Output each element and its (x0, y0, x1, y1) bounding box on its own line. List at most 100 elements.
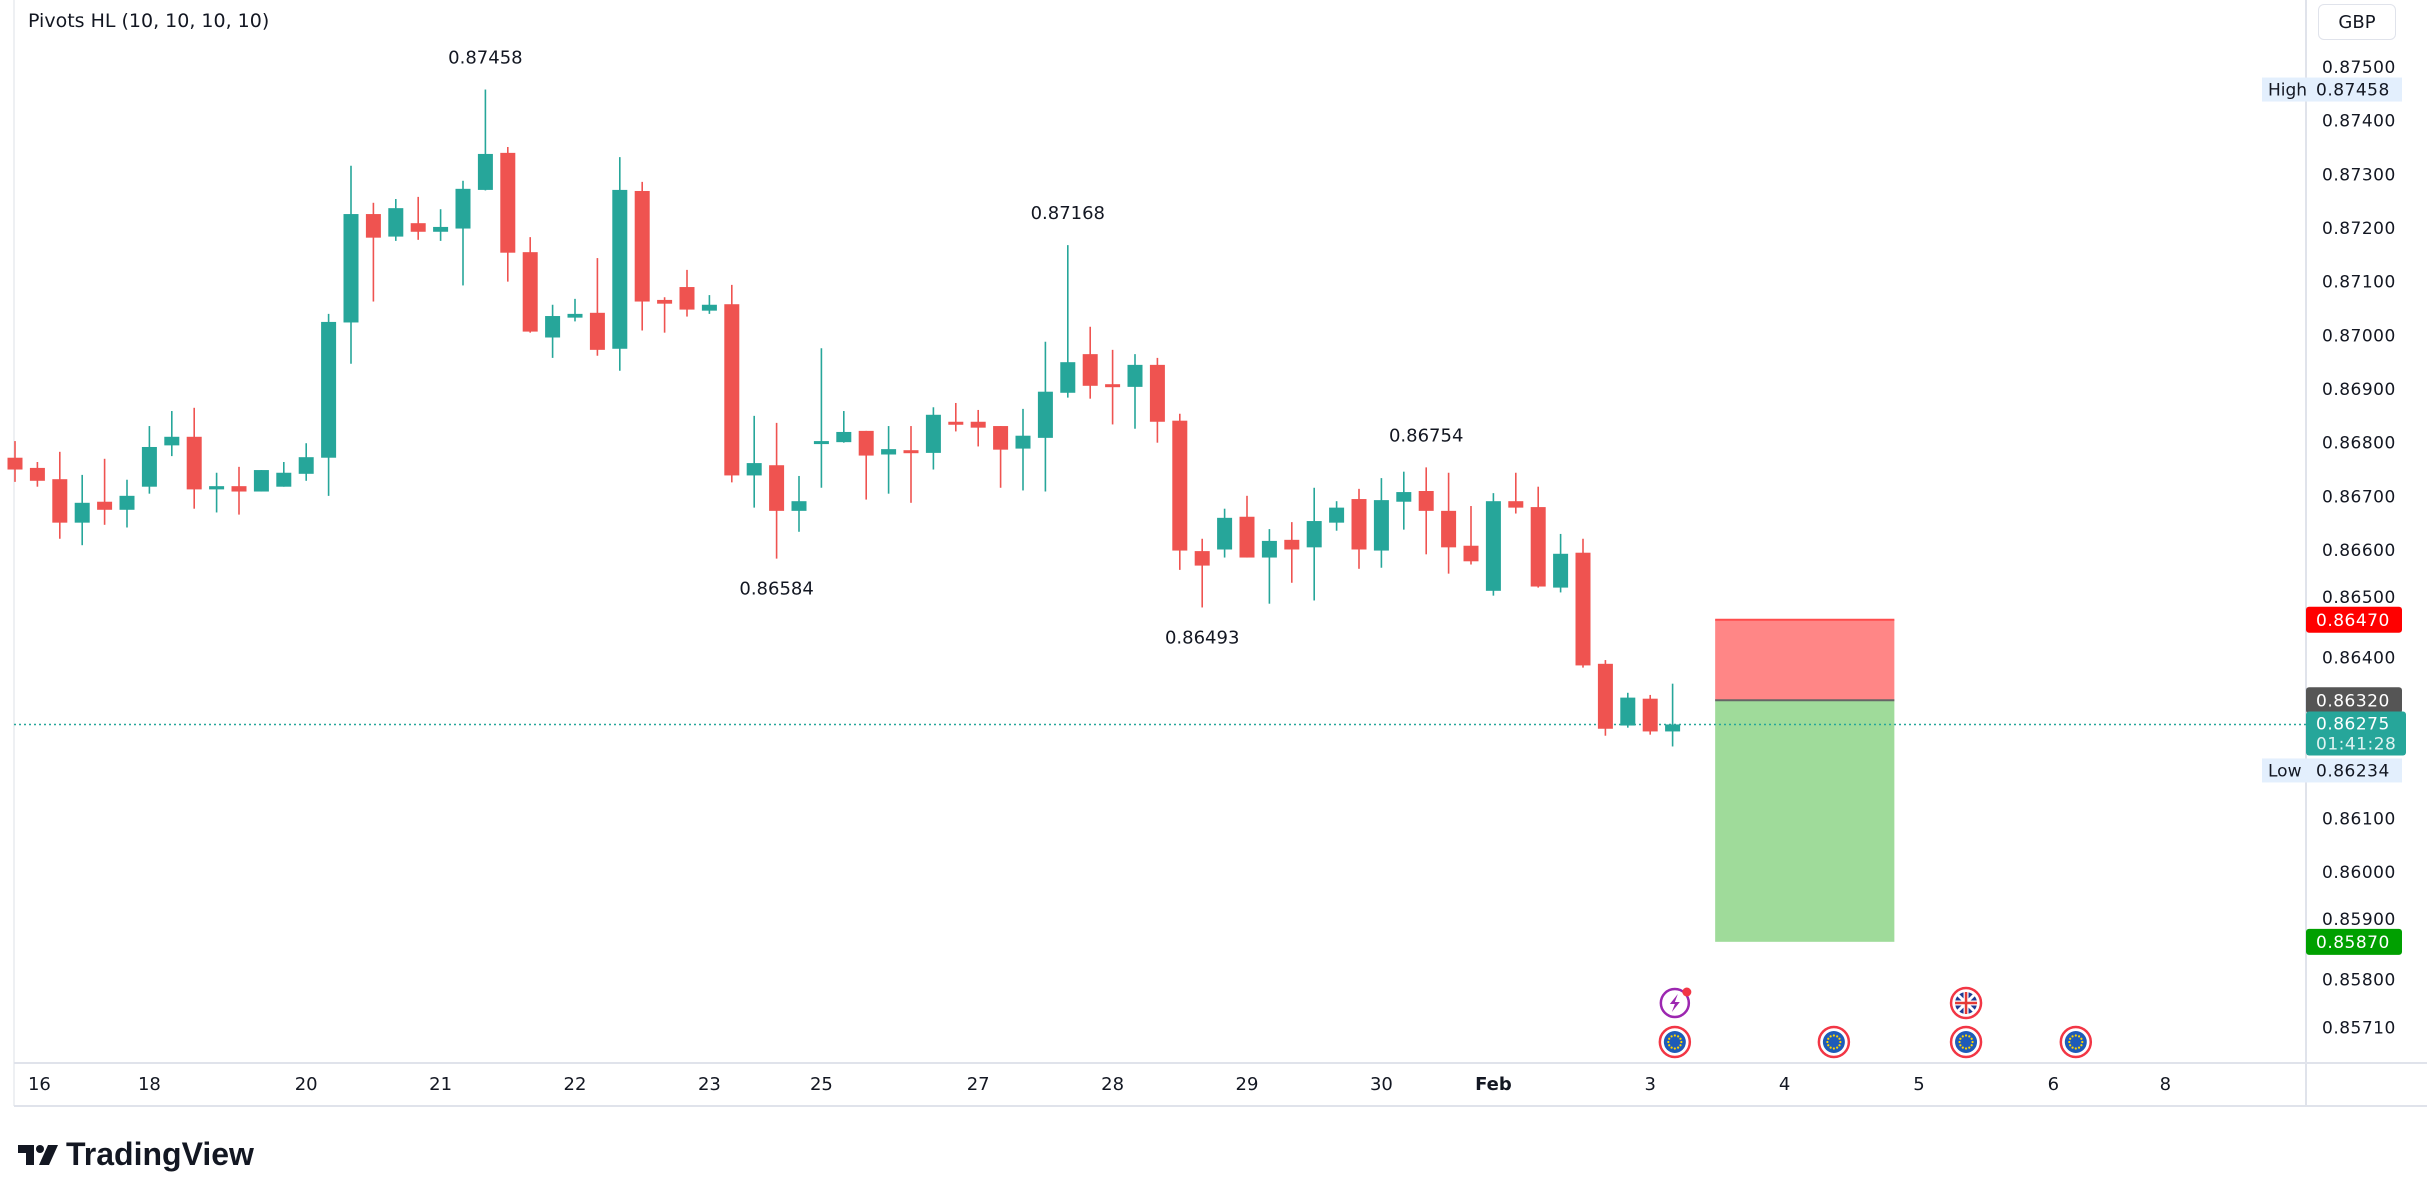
currency-button[interactable]: GBP (2318, 4, 2396, 40)
tradingview-logo-icon (18, 1144, 58, 1165)
star-icon (2081, 1040, 2084, 1044)
candle (948, 402, 964, 432)
candle-body (1015, 435, 1031, 449)
time-tick-label[interactable]: 22 (564, 1074, 587, 1095)
indicator-legend[interactable]: Pivots HL (10, 10, 10, 10) (28, 10, 270, 32)
candle-body (7, 457, 23, 470)
price-tick-label: 0.85800 (2322, 970, 2396, 990)
star-icon (1670, 1035, 1673, 1038)
candle-body (858, 430, 874, 456)
candle-body (925, 414, 941, 453)
candle-body (231, 486, 247, 492)
price-axis[interactable]: 0.87500 0.87400 0.87300 0.87200 0.87100 0.870… (2322, 58, 2396, 1039)
candle-body (791, 501, 807, 511)
candle-body (836, 431, 852, 443)
time-tick-label[interactable]: 6 (2048, 1074, 2059, 1095)
entry-price-badge-bg (2306, 687, 2402, 714)
candle (365, 202, 381, 302)
time-tick-label[interactable]: 8 (2160, 1074, 2171, 1095)
low-label: Low (2268, 761, 2302, 781)
candle-body (1642, 698, 1658, 732)
star-icon (1970, 1037, 1973, 1040)
time-tick-label[interactable]: 29 (1236, 1074, 1259, 1095)
stop-loss-zone[interactable] (1715, 619, 1895, 701)
star-icon (1838, 1044, 1841, 1047)
time-tick-label[interactable]: 30 (1370, 1074, 1393, 1095)
candle-body (29, 467, 45, 481)
candle (1418, 467, 1434, 555)
candle-body (1060, 362, 1076, 393)
candle (545, 304, 561, 358)
candle (679, 269, 695, 317)
time-tick-label[interactable]: 27 (967, 1074, 990, 1095)
tradingview-logo[interactable]: TradingView (18, 1136, 254, 1173)
time-tick-label[interactable]: 18 (138, 1074, 161, 1095)
candle (1037, 341, 1053, 492)
candle-body (74, 502, 90, 523)
time-tick-label[interactable]: 21 (429, 1074, 452, 1095)
candle (1172, 413, 1188, 570)
candle-body (1127, 364, 1143, 387)
price-tick-label: 0.86500 (2322, 588, 2396, 608)
candle-body (1172, 420, 1188, 551)
time-tick-label[interactable]: 28 (1101, 1074, 1124, 1095)
candle-body (1261, 540, 1277, 558)
candle (1082, 326, 1098, 399)
candle-body (410, 223, 426, 232)
candle-body (276, 472, 292, 487)
candle-body (1665, 724, 1681, 732)
take-profit-zone[interactable] (1715, 700, 1895, 942)
time-tick-label[interactable]: 4 (1779, 1074, 1790, 1095)
price-tick-label: 0.87300 (2322, 165, 2396, 185)
eu-flag-event-icon[interactable] (1817, 1025, 1851, 1059)
candle-body (1553, 553, 1569, 588)
candle-body (1082, 354, 1098, 386)
candle (1575, 538, 1591, 668)
candle (567, 298, 583, 322)
candle (477, 89, 493, 191)
uk-flag-event-icon[interactable] (1949, 986, 1983, 1020)
candle (657, 297, 673, 333)
eu-flag-event-icon[interactable] (1949, 1025, 1983, 1059)
candle-body (164, 436, 180, 446)
candle (813, 348, 829, 488)
candle (1463, 506, 1479, 565)
time-tick-label[interactable]: 16 (28, 1074, 51, 1095)
eu-flag-event-icon[interactable] (1658, 1025, 1692, 1059)
position-tool[interactable] (1715, 618, 1895, 942)
time-tick-label[interactable]: 25 (810, 1074, 833, 1095)
star-icon (1668, 1037, 1671, 1040)
economic-events[interactable] (1658, 986, 2093, 1059)
time-tick-label[interactable]: 20 (295, 1074, 318, 1095)
candle-body (321, 321, 337, 458)
candle-body (186, 436, 202, 490)
time-tick-label[interactable]: 23 (698, 1074, 721, 1095)
candle (433, 209, 449, 241)
candle-body (1418, 490, 1434, 511)
candle-body (679, 287, 695, 310)
candle-body (1194, 551, 1210, 566)
time-tick-label[interactable]: 5 (1913, 1074, 1924, 1095)
candle (74, 474, 90, 546)
time-axis[interactable]: 16 18 20 21 22 23 25 27 28 29 30 Feb 3 4 5 6 8 (28, 1074, 2171, 1095)
candle (276, 462, 292, 487)
star-icon (1679, 1037, 1682, 1040)
candle (1306, 487, 1322, 601)
candle (903, 426, 919, 503)
time-tick-label[interactable]: Feb (1475, 1074, 1512, 1095)
time-tick-label[interactable]: 3 (1644, 1074, 1655, 1095)
price-badges: High 0.874580.864700.863200.858700.862750… (2262, 77, 2406, 955)
candle (186, 407, 202, 509)
star-icon (2071, 1046, 2074, 1049)
candle (97, 458, 113, 525)
eu-flag-event-icon[interactable] (2059, 1025, 2093, 1059)
price-tick-label: 0.87100 (2322, 273, 2396, 293)
candle-body (612, 189, 628, 349)
candle-body (724, 304, 740, 476)
pivot-label: 0.87168 (1031, 203, 1105, 224)
pivot-labels: 0.87458 0.87168 0.86754 0.86584 0.86493 (448, 48, 1463, 649)
lightning-event-icon[interactable] (1659, 987, 1692, 1019)
eu-flag-icon (1663, 1031, 1686, 1053)
